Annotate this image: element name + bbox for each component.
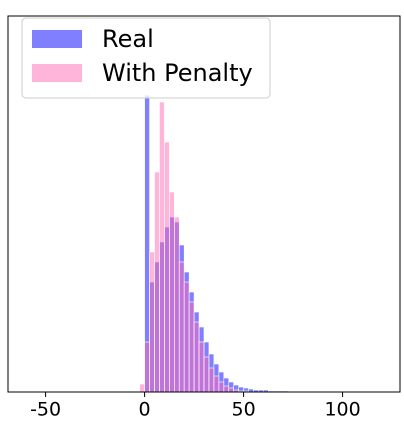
histogram-bar [139,383,145,393]
histogram-bar [154,171,160,393]
x-tick-label: 100 [324,399,360,421]
histogram-bar [159,101,165,393]
histogram-bar [149,251,155,393]
histogram-bar [198,341,205,393]
histogram-bar [169,191,175,393]
histogram-bar [223,385,230,393]
histogram-bar [183,281,190,393]
histogram-bar [208,367,215,393]
histogram-bar [144,341,150,393]
histogram-bar [188,301,195,393]
legend-swatch [32,64,82,82]
histogram-bar [164,141,170,393]
legend-swatch [32,30,82,48]
histogram-bar [218,381,225,393]
x-tick-label: -50 [30,399,61,421]
legend-label: Real [102,25,154,53]
histogram-bar [193,321,200,393]
histogram-bar [178,261,185,393]
x-tick-label: 0 [139,399,151,421]
histogram-bar [228,387,234,393]
legend-label: With Penalty [102,59,253,87]
histogram-bar [213,375,220,393]
x-tick-label: 50 [232,399,256,421]
histogram-bar [174,216,180,393]
legend-box [21,17,271,99]
histogram-bar [203,356,210,393]
plot-frame [7,15,401,393]
